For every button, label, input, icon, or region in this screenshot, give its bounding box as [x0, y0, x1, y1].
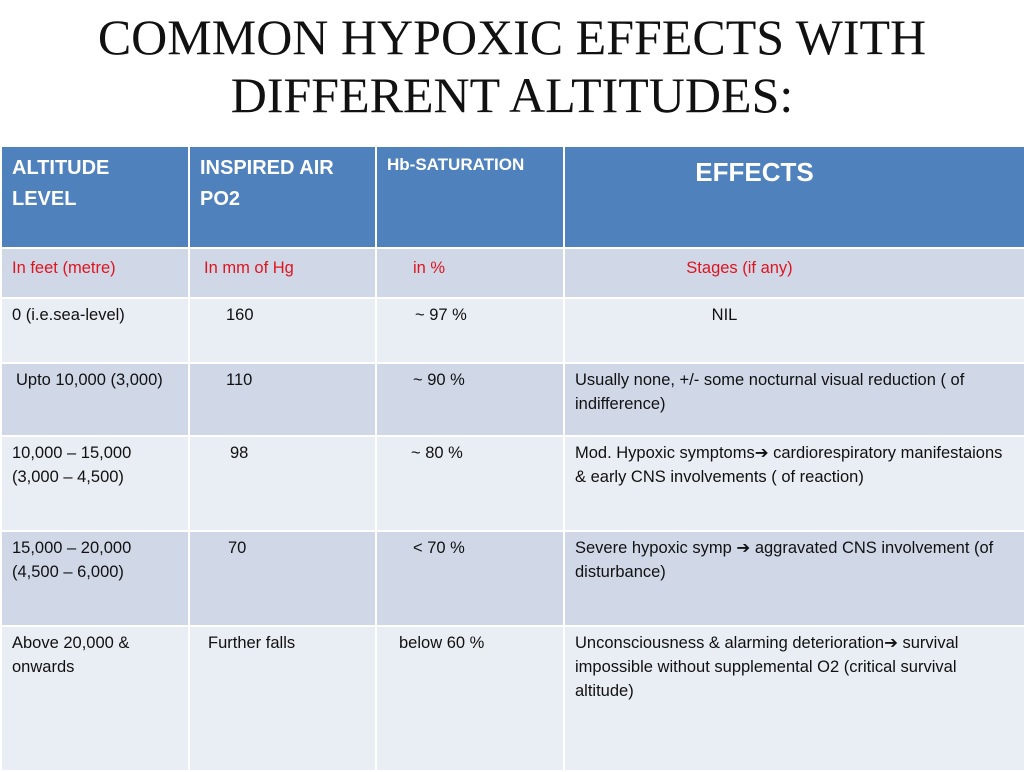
- title-line-2: DIFFERENT ALTITUDES:: [230, 67, 794, 123]
- arrow-right-icon: ➔: [754, 444, 769, 462]
- page-title: COMMON HYPOXIC EFFECTS WITH DIFFERENT AL…: [0, 8, 1024, 124]
- cell-hb: < 70 %: [375, 530, 565, 627]
- effects-text-b: aggravated CNS involvement (of disturban…: [575, 539, 994, 581]
- cell-inspired: 98: [188, 435, 377, 532]
- cell-effects: Usually none, +/- some nocturnal visual …: [563, 362, 1024, 437]
- header-row: ALTITUDE LEVEL INSPIRED AIR PO2 Hb-SATUR…: [0, 145, 1024, 249]
- header-inspired-air: INSPIRED AIR PO2: [188, 145, 377, 249]
- cell-altitude: Above 20,000 & onwards: [0, 625, 190, 772]
- arrow-right-icon: ➔: [884, 634, 898, 652]
- cell-inspired: 160: [188, 297, 377, 364]
- header-effects: EFFECTS: [563, 145, 1024, 249]
- hypoxic-effects-table: ALTITUDE LEVEL INSPIRED AIR PO2 Hb-SATUR…: [0, 145, 1024, 772]
- cell-hb: ~ 90 %: [375, 362, 565, 437]
- header-hb-saturation: Hb-SATURATION: [375, 145, 565, 249]
- table-row: 10,000 – 15,000 (3,000 – 4,500) 98 ~ 80 …: [0, 435, 1024, 532]
- effects-text-b: cardiorespiratory manifestaions & early …: [575, 444, 1003, 486]
- cell-altitude: 15,000 – 20,000 (4,500 – 6,000): [0, 530, 190, 627]
- cell-hb: ~ 80 %: [375, 435, 565, 532]
- cell-inspired: 70: [188, 530, 377, 627]
- cell-effects: Mod. Hypoxic symptoms➔ cardiorespiratory…: [563, 435, 1024, 532]
- unit-effects: Stages (if any): [563, 247, 1024, 299]
- cell-effects: Unconsciousness & alarming deterioration…: [563, 625, 1024, 772]
- unit-hb: in %: [375, 247, 565, 299]
- effects-text-a: Unconsciousness & alarming deterioration: [575, 634, 885, 652]
- cell-inspired: 110: [188, 362, 377, 437]
- title-line-1: COMMON HYPOXIC EFFECTS WITH: [97, 9, 927, 65]
- cell-altitude: Upto 10,000 (3,000): [0, 362, 190, 437]
- table-row: Above 20,000 & onwards Further falls bel…: [0, 625, 1024, 772]
- cell-altitude: 0 (i.e.sea-level): [0, 297, 190, 364]
- cell-hb: ~ 97 %: [375, 297, 565, 364]
- effects-text-a: Mod. Hypoxic symptoms: [575, 444, 755, 462]
- cell-hb: below 60 %: [375, 625, 565, 772]
- arrow-right-icon: ➔: [736, 539, 751, 557]
- table-row: Upto 10,000 (3,000) 110 ~ 90 % Usually n…: [0, 362, 1024, 437]
- effects-text-a: Severe hypoxic symp: [575, 539, 737, 557]
- cell-effects: Severe hypoxic symp ➔ aggravated CNS inv…: [563, 530, 1024, 627]
- cell-effects: NIL: [563, 297, 1024, 364]
- table-row: 15,000 – 20,000 (4,500 – 6,000) 70 < 70 …: [0, 530, 1024, 627]
- effects-text-b: survival impossible without supplemental…: [575, 634, 959, 700]
- header-altitude: ALTITUDE LEVEL: [0, 145, 190, 249]
- table-row: 0 (i.e.sea-level) 160 ~ 97 % NIL: [0, 297, 1024, 364]
- units-row: In feet (metre) In mm of Hg in % Stages …: [0, 247, 1024, 299]
- cell-inspired: Further falls: [188, 625, 377, 772]
- unit-altitude: In feet (metre): [0, 247, 190, 299]
- cell-altitude: 10,000 – 15,000 (3,000 – 4,500): [0, 435, 190, 532]
- unit-inspired: In mm of Hg: [188, 247, 377, 299]
